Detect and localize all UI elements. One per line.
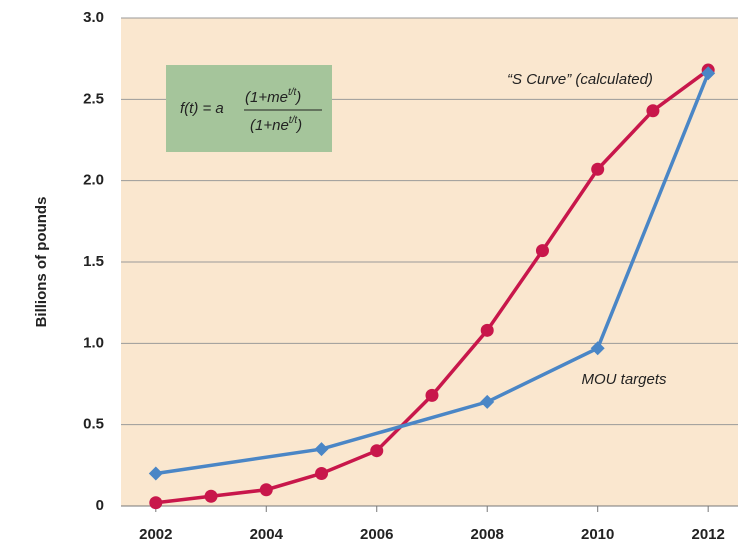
series-annotation: “S Curve” (calculated): [507, 71, 653, 88]
y-tick-label: 0.5: [83, 416, 104, 433]
marker: [535, 244, 549, 258]
formula-part: ): [294, 89, 301, 106]
formula-numerator: (1+met/t): [245, 87, 301, 106]
formula: f(t) = a (1+met/t) (1+net/t): [180, 87, 322, 134]
x-tick-label: 2008: [471, 526, 504, 543]
x-tick-label: 2002: [139, 526, 172, 543]
marker: [314, 442, 329, 457]
marker: [646, 104, 660, 118]
formula-part: (1+ne: [250, 117, 289, 134]
x-tick-label: 2012: [691, 526, 724, 543]
y-axis-label: Billions of pounds: [33, 197, 50, 328]
x-tick-label: 2006: [360, 526, 393, 543]
marker: [204, 489, 218, 503]
marker: [701, 66, 716, 81]
series-annotation: MOU targets: [581, 371, 667, 388]
marker: [149, 496, 163, 510]
formula-denominator: (1+net/t): [250, 115, 302, 134]
y-tick-label: 1.0: [83, 334, 104, 351]
formula-box: [166, 65, 332, 152]
x-tick-label: 2010: [581, 526, 614, 543]
marker: [591, 162, 605, 176]
marker: [480, 394, 495, 409]
marker: [590, 341, 605, 356]
y-tick-label: 2.5: [83, 90, 104, 107]
y-tick-label: 2.0: [83, 172, 104, 189]
formula-exponent: t/t: [288, 87, 298, 98]
marker: [370, 444, 384, 458]
marker: [425, 388, 439, 402]
formula-exponent: t/t: [289, 115, 299, 126]
marker: [480, 323, 494, 337]
formula-part: ): [295, 117, 302, 134]
formula-part: (1+me: [245, 89, 288, 106]
y-tick-label: 0: [96, 497, 104, 514]
formula-lhs: f(t) = a: [180, 100, 224, 117]
y-tick-label: 3.0: [83, 9, 104, 26]
y-tick-label: 1.5: [83, 253, 104, 270]
marker: [148, 466, 163, 481]
x-tick-label: 2004: [250, 526, 284, 543]
marker: [259, 483, 273, 497]
marker: [315, 466, 329, 480]
